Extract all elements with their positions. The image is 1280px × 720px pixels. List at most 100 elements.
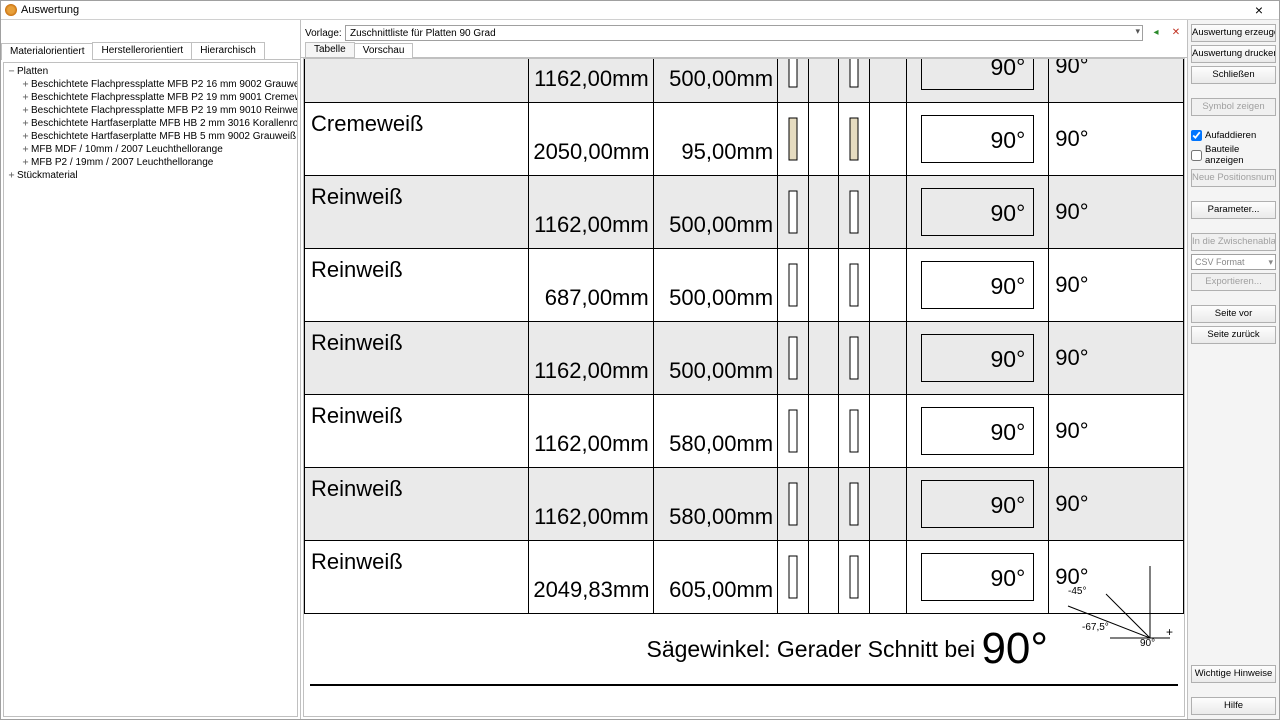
cell-angle1: 90° bbox=[906, 176, 1049, 249]
add-checkbox[interactable]: Aufaddieren bbox=[1191, 130, 1276, 141]
table-row: Reinweiß1162,00mm580,00mm90°90° bbox=[305, 468, 1184, 541]
table-row: Reinweiß1162,00mm500,00mm 90°90° bbox=[305, 176, 1184, 249]
cell-name: Reinweiß bbox=[305, 176, 529, 249]
cell-dim2: 500,00mm bbox=[653, 249, 777, 322]
cell-sym bbox=[839, 395, 870, 468]
cell-sym bbox=[839, 322, 870, 395]
sidebar-tab-material[interactable]: Materialorientiert bbox=[1, 43, 93, 60]
cell-sym bbox=[778, 468, 809, 541]
template-bar: Vorlage: Zuschnittliste für Platten 90 G… bbox=[301, 24, 1187, 42]
close-button[interactable]: Schließen bbox=[1191, 66, 1276, 84]
tree-node[interactable]: +Beschichtete Hartfaserplatte MFB HB 2 m… bbox=[6, 117, 295, 130]
footer-text: Sägewinkel: Gerader Schnitt bei bbox=[646, 636, 981, 662]
cell-sym bbox=[808, 249, 839, 322]
notes-button[interactable]: Wichtige Hinweise bbox=[1191, 665, 1276, 683]
export-button[interactable]: Exportieren... bbox=[1191, 273, 1276, 291]
cut-table: 1162,00mm500,00mm90°90°Cremeweiß2050,00m… bbox=[304, 58, 1184, 614]
template-close-icon[interactable]: ✕ bbox=[1169, 26, 1183, 40]
export-format-combo[interactable]: CSV Format bbox=[1191, 254, 1276, 270]
action-panel: Auswertung erzeugen Auswertung drucken S… bbox=[1187, 20, 1279, 719]
cell-dim1: 1162,00mm bbox=[529, 468, 653, 541]
tree-node[interactable]: +Beschichtete Flachpressplatte MFB P2 19… bbox=[6, 91, 295, 104]
center-pane: Vorlage: Zuschnittliste für Platten 90 G… bbox=[301, 20, 1187, 719]
tree-node[interactable]: +Beschichtete Flachpressplatte MFB P2 16… bbox=[6, 78, 295, 91]
cell-name bbox=[305, 58, 529, 103]
cell-dim1: 1162,00mm bbox=[529, 58, 653, 103]
cell-sym bbox=[808, 103, 839, 176]
template-prev-icon[interactable]: ◂ bbox=[1149, 26, 1163, 40]
tree-node-stueck[interactable]: +Stückmaterial bbox=[6, 169, 295, 182]
cell-name: Cremeweiß bbox=[305, 103, 529, 176]
window-title: Auswertung bbox=[21, 4, 79, 16]
preview-footer: Sägewinkel: Gerader Schnitt bei 90° -45°… bbox=[304, 596, 1184, 716]
cell-dim1: 1162,00mm bbox=[529, 322, 653, 395]
parts-checkbox[interactable]: Bauteile anzeigen bbox=[1191, 144, 1276, 166]
cell-sym bbox=[869, 58, 906, 103]
cell-dim1: 1162,00mm bbox=[529, 176, 653, 249]
tree-node[interactable]: +Beschichtete Flachpressplatte MFB P2 19… bbox=[6, 104, 295, 117]
cell-angle1: 90° bbox=[906, 322, 1049, 395]
page-back-button[interactable]: Seite zurück bbox=[1191, 326, 1276, 344]
cell-angle1: 90° bbox=[906, 468, 1049, 541]
cell-sym bbox=[778, 176, 809, 249]
cell-sym bbox=[839, 58, 870, 103]
page-forward-button[interactable]: Seite vor bbox=[1191, 305, 1276, 323]
parameter-button[interactable]: Parameter... bbox=[1191, 201, 1276, 219]
svg-text:-67,5°: -67,5° bbox=[1082, 622, 1109, 633]
cell-sym bbox=[839, 103, 870, 176]
app-icon bbox=[5, 4, 17, 16]
material-tree[interactable]: −Platten +Beschichtete Flachpressplatte … bbox=[3, 62, 298, 717]
cell-sym bbox=[869, 395, 906, 468]
preview-tabs: Tabelle Vorschau bbox=[301, 42, 1187, 58]
cell-sym bbox=[839, 249, 870, 322]
cell-angle2: 90° bbox=[1049, 322, 1184, 395]
svg-text:+: + bbox=[1166, 625, 1173, 639]
preview-sheet: 1162,00mm500,00mm90°90°Cremeweiß2050,00m… bbox=[304, 58, 1184, 614]
help-button[interactable]: Hilfe bbox=[1191, 697, 1276, 715]
print-button[interactable]: Auswertung drucken bbox=[1191, 45, 1276, 63]
tab-tabelle[interactable]: Tabelle bbox=[305, 42, 355, 57]
cell-sym bbox=[778, 58, 809, 103]
table-row: Cremeweiß2050,00mm95,00mm90°90° bbox=[305, 103, 1184, 176]
cell-sym bbox=[869, 249, 906, 322]
tree-node[interactable]: +MFB MDF / 10mm / 2007 Leuchthellorange bbox=[6, 143, 295, 156]
cell-angle1: 90° bbox=[906, 249, 1049, 322]
cell-sym bbox=[839, 468, 870, 541]
cell-dim2: 580,00mm bbox=[653, 468, 777, 541]
cell-angle2: 90° bbox=[1049, 58, 1184, 103]
tree-node[interactable]: +MFB P2 / 19mm / 2007 Leuchthellorange bbox=[6, 156, 295, 169]
cell-angle1: 90° bbox=[906, 103, 1049, 176]
symbol-button[interactable]: Symbol zeigen bbox=[1191, 98, 1276, 116]
cell-sym bbox=[869, 103, 906, 176]
generate-button[interactable]: Auswertung erzeugen bbox=[1191, 24, 1276, 42]
cell-sym bbox=[808, 395, 839, 468]
cell-name: Reinweiß bbox=[305, 249, 529, 322]
cell-angle2: 90° bbox=[1049, 103, 1184, 176]
tree-node[interactable]: +Beschichtete Hartfaserplatte MFB HB 5 m… bbox=[6, 130, 295, 143]
tree-node-platten[interactable]: −Platten bbox=[6, 65, 295, 78]
sidebar-tab-hierarchisch[interactable]: Hierarchisch bbox=[191, 42, 265, 59]
newpos-button[interactable]: Neue Positionsnummern bbox=[1191, 169, 1276, 187]
cell-sym bbox=[869, 468, 906, 541]
titlebar: Auswertung × bbox=[1, 1, 1279, 20]
tab-vorschau[interactable]: Vorschau bbox=[354, 43, 414, 58]
cell-sym bbox=[778, 322, 809, 395]
cell-dim1: 1162,00mm bbox=[529, 395, 653, 468]
sidebar-tab-hersteller[interactable]: Herstellerorientiert bbox=[92, 42, 192, 59]
svg-text:-45°: -45° bbox=[1068, 586, 1086, 597]
cell-dim1: 687,00mm bbox=[529, 249, 653, 322]
cell-sym bbox=[869, 322, 906, 395]
clipboard-button[interactable]: In die Zwischenablage bbox=[1191, 233, 1276, 251]
cell-dim1: 2050,00mm bbox=[529, 103, 653, 176]
svg-text:90°: 90° bbox=[1140, 638, 1155, 646]
vorlage-combo[interactable]: Zuschnittliste für Platten 90 Grad bbox=[345, 25, 1143, 41]
cell-angle2: 90° bbox=[1049, 176, 1184, 249]
cell-sym bbox=[808, 322, 839, 395]
cell-sym bbox=[839, 176, 870, 249]
close-icon[interactable]: × bbox=[1239, 2, 1279, 18]
table-row: Reinweiß687,00mm500,00mm90°90° bbox=[305, 249, 1184, 322]
cell-sym bbox=[808, 176, 839, 249]
table-row: Reinweiß1162,00mm500,00mm90°90° bbox=[305, 322, 1184, 395]
cell-angle2: 90° bbox=[1049, 395, 1184, 468]
cell-dim2: 500,00mm bbox=[653, 176, 777, 249]
